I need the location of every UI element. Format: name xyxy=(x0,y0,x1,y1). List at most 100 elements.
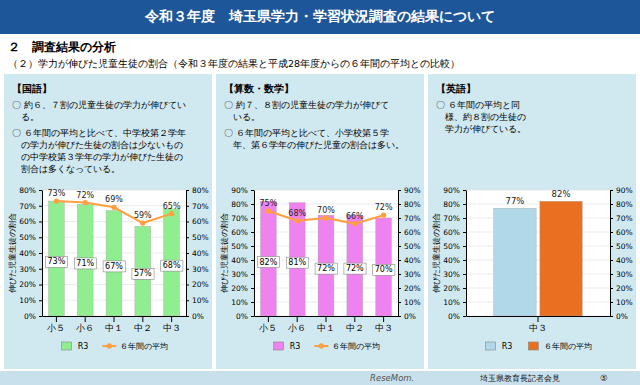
page: 令和３年度 埼玉県学力・学習状況調査の結果について２ 調査結果の分析（２）学力が… xyxy=(0,0,640,385)
y2-tick-mark xyxy=(398,204,401,205)
y-tick-label: 0% xyxy=(448,312,460,321)
y-tick-label: 80% xyxy=(231,200,248,209)
y2-tick-mark xyxy=(398,302,401,303)
y-tick-mark xyxy=(251,190,254,191)
x-tick-mark xyxy=(268,316,269,322)
x-tick: 小５ xyxy=(259,316,277,333)
y-tick-label: 90% xyxy=(443,186,460,195)
legend: R3 ６年間の平均 xyxy=(62,342,169,351)
y2-tick-mark xyxy=(398,218,401,219)
y2-tick-mark xyxy=(610,218,613,219)
x-tick-label: 中３ xyxy=(163,323,181,333)
y2-axis: 0%10%20%30%40%50%60%70%80% xyxy=(186,186,209,321)
marker xyxy=(83,200,88,205)
y2-tick-label: 80% xyxy=(404,200,421,209)
marker xyxy=(352,221,357,226)
section-title: ２ 調査結果の分析 xyxy=(8,40,116,54)
y-tick: 0% xyxy=(236,312,254,321)
y2-tick-label: 20% xyxy=(404,284,421,293)
y2-tick: 80% xyxy=(610,200,633,209)
marker xyxy=(169,211,174,216)
y2-tick-label: 40% xyxy=(616,256,633,265)
y-tick-label: 60% xyxy=(443,228,460,237)
y2-tick: 0% xyxy=(398,312,416,321)
plot-background xyxy=(42,190,186,316)
y2-tick-label: 90% xyxy=(404,186,421,195)
y-tick-mark xyxy=(39,316,42,317)
chart-title: 【英語】 xyxy=(436,83,476,94)
data-label: 75% xyxy=(260,199,278,208)
y2-tick-mark xyxy=(186,269,189,270)
data-label: 82% xyxy=(552,189,571,199)
y2-tick-label: 30% xyxy=(192,265,209,274)
y-tick-mark xyxy=(251,218,254,219)
bar xyxy=(494,208,536,316)
y-tick: 40% xyxy=(19,249,42,258)
y2-tick: 90% xyxy=(610,186,633,195)
chart-panel: 【国語】〇 約６、７割の児童生徒の学力が伸びてい る。〇 ６年間の平均と比べて、… xyxy=(4,74,212,369)
x-tick: 小５ xyxy=(47,316,65,333)
y2-tick-label: 90% xyxy=(616,186,633,195)
x-tick-label: 中２ xyxy=(346,323,364,333)
y2-tick-label: 30% xyxy=(404,270,421,279)
y-tick-mark xyxy=(251,316,254,317)
y-tick-mark xyxy=(463,218,466,219)
y-tick-label: 20% xyxy=(19,280,36,289)
y2-tick-mark xyxy=(186,237,189,238)
legend-item: R3 xyxy=(62,342,89,351)
y2-tick-mark xyxy=(610,204,613,205)
label-box xyxy=(344,263,366,274)
legend: R3６年間の平均 xyxy=(274,342,381,351)
y2-tick-mark xyxy=(610,246,613,247)
y-tick-mark xyxy=(251,274,254,275)
y-tick-mark xyxy=(39,285,42,286)
footer-page: ⑤ xyxy=(600,373,608,383)
chart-title: 【国語】 xyxy=(12,83,52,94)
y2-tick: 30% xyxy=(398,270,421,279)
y-tick-mark xyxy=(463,246,466,247)
grid-line xyxy=(466,246,610,247)
y2-tick-mark xyxy=(398,190,401,191)
x-tick-label: 中３ xyxy=(529,323,547,333)
y2-tick-label: 40% xyxy=(192,249,209,258)
legend-marker xyxy=(107,343,112,348)
y2-tick-mark xyxy=(186,206,189,207)
y2-tick-label: 40% xyxy=(404,256,421,265)
data-label: 69% xyxy=(105,195,123,204)
y2-tick-label: 0% xyxy=(192,312,204,321)
plot-background xyxy=(466,190,610,316)
y2-tick-mark xyxy=(398,316,401,317)
y-tick-mark xyxy=(251,232,254,233)
y2-tick-label: 60% xyxy=(404,228,421,237)
y2-tick-label: 50% xyxy=(404,242,421,251)
label-box xyxy=(132,268,154,279)
panel-background xyxy=(4,74,212,369)
marker xyxy=(381,213,386,218)
y-tick-label: 20% xyxy=(443,284,460,293)
y-axis-line xyxy=(254,191,255,317)
y2-tick-mark xyxy=(186,300,189,301)
marks xyxy=(494,201,583,316)
data-label: 73% xyxy=(48,189,66,198)
data-label: 66% xyxy=(346,212,364,221)
y-tick-label: 40% xyxy=(19,249,36,258)
y-tick-label: 70% xyxy=(443,214,460,223)
y-tick-mark xyxy=(463,302,466,303)
y2-tick-label: 10% xyxy=(192,296,209,305)
panel-background xyxy=(216,74,424,369)
marker xyxy=(295,218,300,223)
y-tick-mark xyxy=(463,260,466,261)
y-tick-label: 0% xyxy=(236,312,248,321)
legend-swatch xyxy=(486,342,496,350)
y-tick-mark xyxy=(251,204,254,205)
y2-tick-mark xyxy=(610,260,613,261)
chart-title: 【算数・数学】 xyxy=(224,83,294,94)
y2-tick: 50% xyxy=(186,233,209,242)
panel-text: 〇 約７、８割の児童生徒の学力が伸びて いる。 xyxy=(224,100,389,122)
legend-item: ６年間の平均 xyxy=(102,342,168,351)
x-tick-label: 小５ xyxy=(47,323,65,333)
y-tick: 80% xyxy=(19,186,42,195)
y-tick-mark xyxy=(463,288,466,289)
y2-tick-mark xyxy=(186,285,189,286)
y2-tick-mark xyxy=(398,232,401,233)
